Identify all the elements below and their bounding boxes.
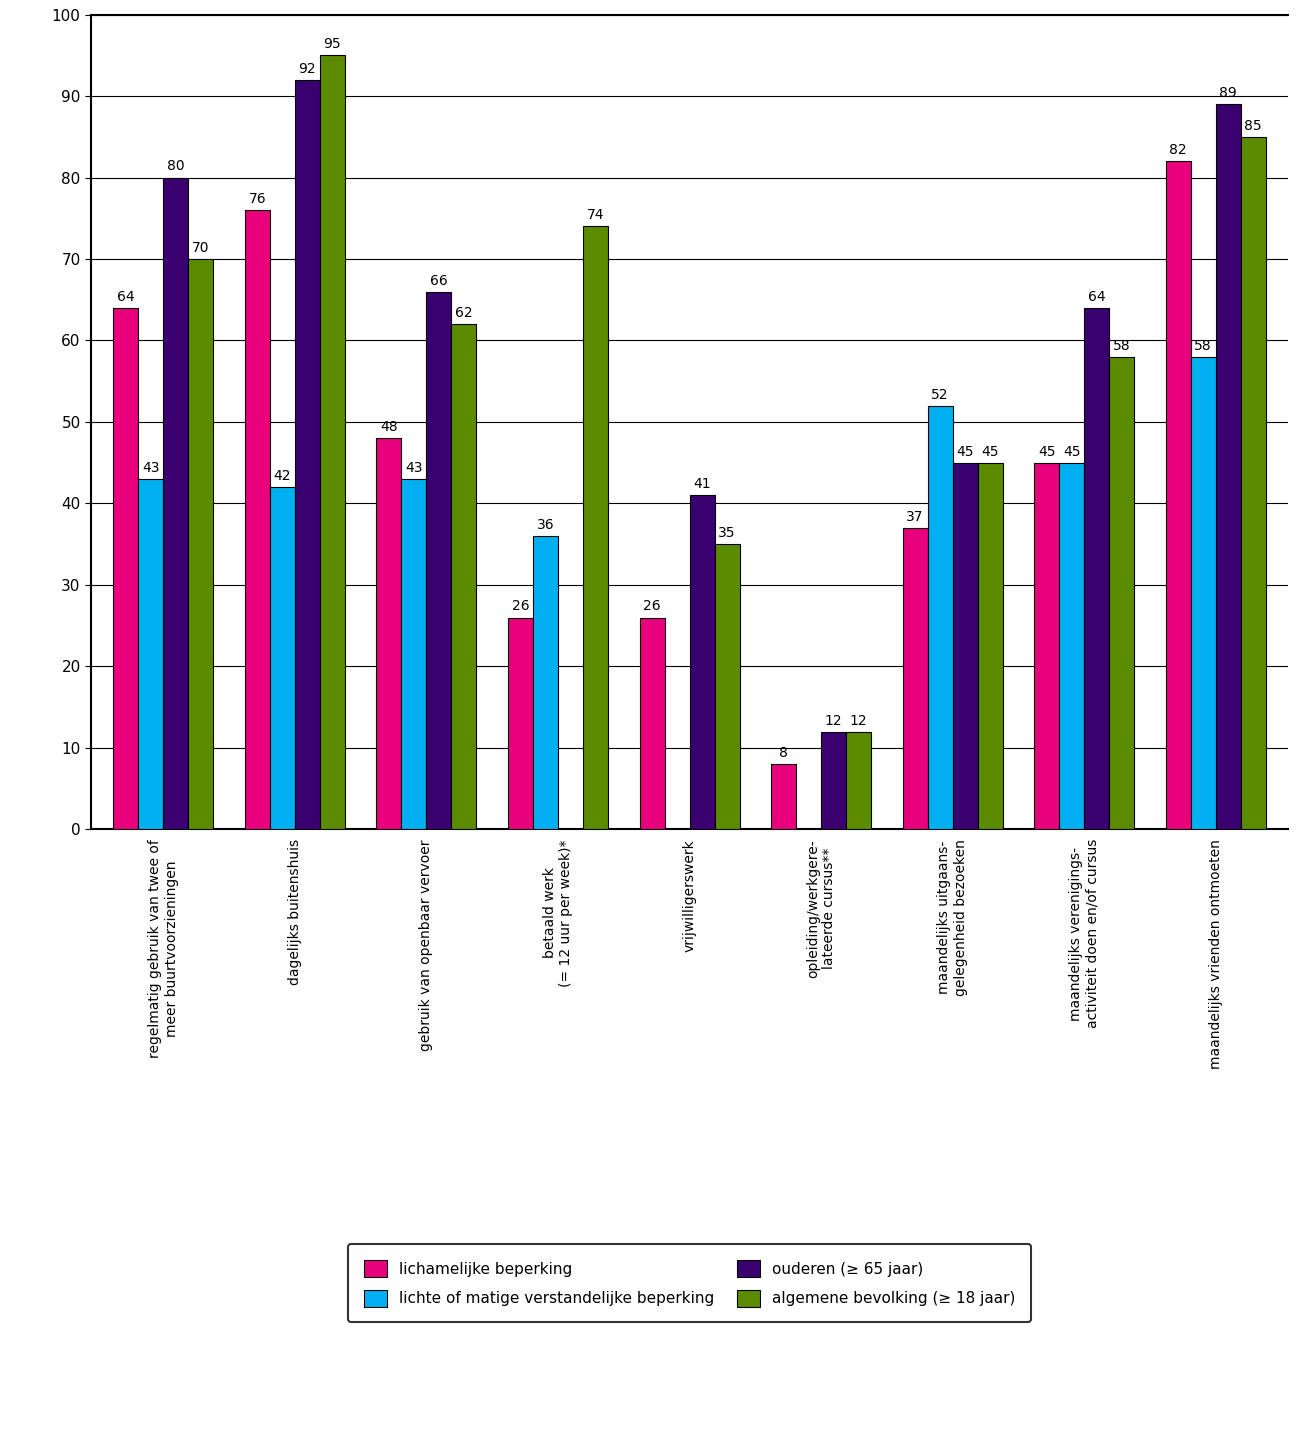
- Text: 95: 95: [324, 38, 341, 51]
- Bar: [269, 487, 295, 829]
- Bar: [427, 291, 451, 829]
- Bar: [977, 463, 1003, 829]
- Bar: [1215, 105, 1241, 829]
- Text: 45: 45: [981, 445, 999, 458]
- Bar: [113, 308, 138, 829]
- Bar: [583, 227, 608, 829]
- Text: 62: 62: [455, 306, 472, 320]
- Text: 64: 64: [117, 290, 135, 304]
- Bar: [771, 764, 796, 829]
- Bar: [1034, 463, 1059, 829]
- Bar: [507, 617, 533, 829]
- Text: 52: 52: [932, 387, 948, 402]
- Text: 8: 8: [779, 746, 788, 760]
- Text: 26: 26: [511, 599, 530, 614]
- Text: 43: 43: [405, 461, 423, 474]
- Text: 58: 58: [1112, 339, 1131, 352]
- Bar: [1190, 356, 1215, 829]
- Bar: [903, 528, 928, 829]
- Bar: [189, 259, 213, 829]
- Bar: [402, 479, 427, 829]
- Text: 12: 12: [850, 713, 868, 728]
- Bar: [640, 617, 665, 829]
- Text: 45: 45: [956, 445, 974, 458]
- Text: 80: 80: [167, 160, 185, 173]
- Bar: [451, 324, 476, 829]
- Text: 43: 43: [142, 461, 160, 474]
- Bar: [1166, 162, 1190, 829]
- Bar: [138, 479, 164, 829]
- Bar: [320, 55, 345, 829]
- Text: 41: 41: [693, 477, 710, 492]
- Bar: [1084, 308, 1110, 829]
- Bar: [1110, 356, 1134, 829]
- Text: 64: 64: [1088, 290, 1106, 304]
- Bar: [952, 463, 977, 829]
- Bar: [376, 438, 402, 829]
- Text: 48: 48: [380, 420, 398, 434]
- Text: 45: 45: [1038, 445, 1055, 458]
- Bar: [1059, 463, 1084, 829]
- Text: 82: 82: [1170, 143, 1187, 157]
- Text: 45: 45: [1063, 445, 1080, 458]
- Text: 74: 74: [587, 208, 604, 223]
- Text: 36: 36: [537, 518, 554, 533]
- Bar: [714, 544, 739, 829]
- Text: 85: 85: [1244, 119, 1262, 132]
- Bar: [690, 495, 714, 829]
- Text: 92: 92: [299, 61, 316, 76]
- Text: 12: 12: [825, 713, 842, 728]
- Bar: [1241, 137, 1266, 829]
- Text: 26: 26: [643, 599, 661, 614]
- Text: 37: 37: [907, 509, 924, 524]
- Text: 66: 66: [431, 274, 448, 288]
- Bar: [164, 178, 189, 829]
- Bar: [295, 80, 320, 829]
- Legend: lichamelijke beperking, lichte of matige verstandelijke beperking, ouderen (≥ 65: lichamelijke beperking, lichte of matige…: [349, 1244, 1030, 1323]
- Bar: [846, 732, 872, 829]
- Text: 35: 35: [718, 527, 736, 540]
- Bar: [821, 732, 846, 829]
- Text: 89: 89: [1219, 86, 1237, 100]
- Text: 70: 70: [193, 242, 209, 255]
- Text: 76: 76: [248, 192, 267, 207]
- Text: 58: 58: [1194, 339, 1213, 352]
- Bar: [533, 535, 558, 829]
- Text: 42: 42: [273, 469, 291, 483]
- Bar: [245, 210, 269, 829]
- Bar: [928, 406, 952, 829]
